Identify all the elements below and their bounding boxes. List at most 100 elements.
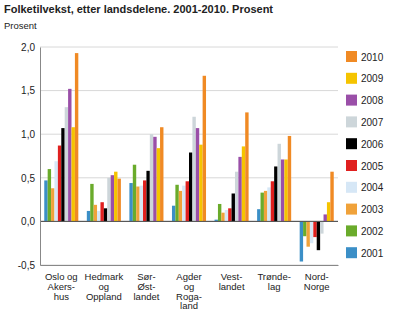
bar — [300, 221, 303, 261]
legend-label: 2002 — [361, 226, 384, 237]
y-tick: 2,0 — [21, 42, 40, 53]
legend-item: 2003 — [346, 204, 384, 216]
bar — [324, 214, 327, 221]
legend-swatch — [346, 138, 357, 149]
y-tick: 1,0 — [21, 129, 40, 140]
bar — [157, 148, 160, 221]
bar — [225, 210, 228, 221]
legend-item: 2007 — [346, 116, 384, 128]
x-tick: Vest-landet — [219, 265, 245, 292]
x-axis: Oslo ogAkers-husHedmarkogOppland Sør-Øst-… — [41, 265, 339, 311]
bar — [278, 144, 281, 222]
title: Folketilvekst, etter landsdelene. 2001-2… — [4, 3, 273, 15]
bar — [136, 187, 139, 222]
bar — [245, 112, 248, 221]
bar — [261, 193, 264, 222]
bar — [75, 53, 78, 221]
legend-item: 2005 — [346, 160, 384, 172]
bar — [310, 221, 313, 243]
bar — [186, 181, 189, 221]
bar — [242, 146, 245, 221]
bar — [203, 76, 206, 222]
bar — [65, 107, 68, 221]
y-tick-label: 1,0 — [21, 129, 35, 140]
bar — [44, 180, 47, 221]
y-tick: 1,5 — [21, 85, 40, 96]
x-tick-label: Trønde-lag — [257, 271, 290, 292]
bar — [129, 183, 132, 221]
bar — [284, 159, 287, 221]
legend-swatch — [346, 225, 357, 236]
bar — [150, 134, 153, 221]
legend-swatch — [346, 182, 357, 193]
bar — [160, 127, 163, 221]
x-tick: Nord-Norge — [304, 265, 330, 292]
bar — [317, 221, 320, 250]
bar — [100, 202, 103, 221]
subtitle: Prosent — [4, 20, 37, 31]
x-tick: HedmarkogOppland — [85, 265, 124, 302]
bar — [271, 181, 274, 221]
legend-swatch — [346, 204, 357, 215]
bar — [143, 180, 146, 221]
legend-swatch — [346, 160, 357, 171]
legend-item: 2001 — [346, 247, 384, 259]
bar — [199, 145, 202, 222]
x-tick-label: HedmarkogOppland — [85, 271, 124, 302]
legend-item: 2004 — [346, 182, 384, 194]
legend-swatch — [346, 95, 357, 106]
bar — [97, 211, 100, 221]
legend-item: 2006 — [346, 138, 384, 150]
grid-line — [40, 265, 338, 266]
y-axis: -0,50,00,51,01,52,0 — [18, 42, 41, 271]
bar — [114, 172, 117, 222]
legend-label: 2003 — [361, 204, 384, 215]
bar — [238, 157, 241, 222]
legend-label: 2009 — [361, 73, 384, 84]
chart: Folketilvekst, etter landsdelene. 2001-2… — [0, 0, 400, 320]
bar — [140, 186, 143, 222]
x-tick: Oslo ogAkers-hus — [45, 265, 78, 302]
legend-item: 2010 — [346, 51, 384, 63]
y-tick-label: 1,5 — [21, 85, 35, 96]
legend-label: 2005 — [361, 161, 384, 172]
bar — [104, 208, 107, 221]
bar — [90, 184, 93, 221]
bar — [94, 205, 97, 222]
grid — [40, 47, 338, 265]
legend-label: 2001 — [361, 248, 384, 259]
grid-line — [40, 90, 338, 91]
bar — [133, 165, 136, 222]
grid-line — [40, 134, 338, 135]
x-tick: Sør-Øst-landet — [133, 265, 159, 302]
legend-label: 2007 — [361, 117, 384, 128]
x-tick-label: AgderogRoga-land — [176, 271, 202, 312]
x-tick-label: Sør-Øst-landet — [133, 271, 159, 302]
bar — [303, 221, 306, 236]
grid-line — [40, 47, 338, 48]
bar — [257, 209, 260, 221]
y-tick-label: 0,5 — [21, 173, 35, 184]
bar — [221, 213, 224, 222]
legend-label: 2008 — [361, 95, 384, 106]
x-tick: Trønde-lag — [257, 265, 290, 292]
bar — [274, 166, 277, 221]
x-tick-label: Vest-landet — [219, 271, 245, 292]
bar — [192, 117, 195, 222]
bar — [68, 89, 71, 222]
grid-line — [40, 221, 338, 222]
bar — [306, 221, 309, 246]
bar — [175, 185, 178, 222]
x-tick-label: Nord-Norge — [304, 271, 330, 292]
bar — [281, 159, 284, 221]
plot: -0,50,00,51,01,52,0Oslo ogAkers-husHedma… — [18, 42, 339, 312]
legend-swatch — [346, 51, 357, 62]
bar — [218, 204, 221, 221]
y-tick: 0,0 — [21, 216, 40, 227]
bar — [111, 175, 114, 221]
bar — [182, 186, 185, 222]
bar — [327, 202, 330, 221]
bar — [264, 191, 267, 222]
bar — [107, 178, 110, 222]
bar — [61, 128, 64, 221]
